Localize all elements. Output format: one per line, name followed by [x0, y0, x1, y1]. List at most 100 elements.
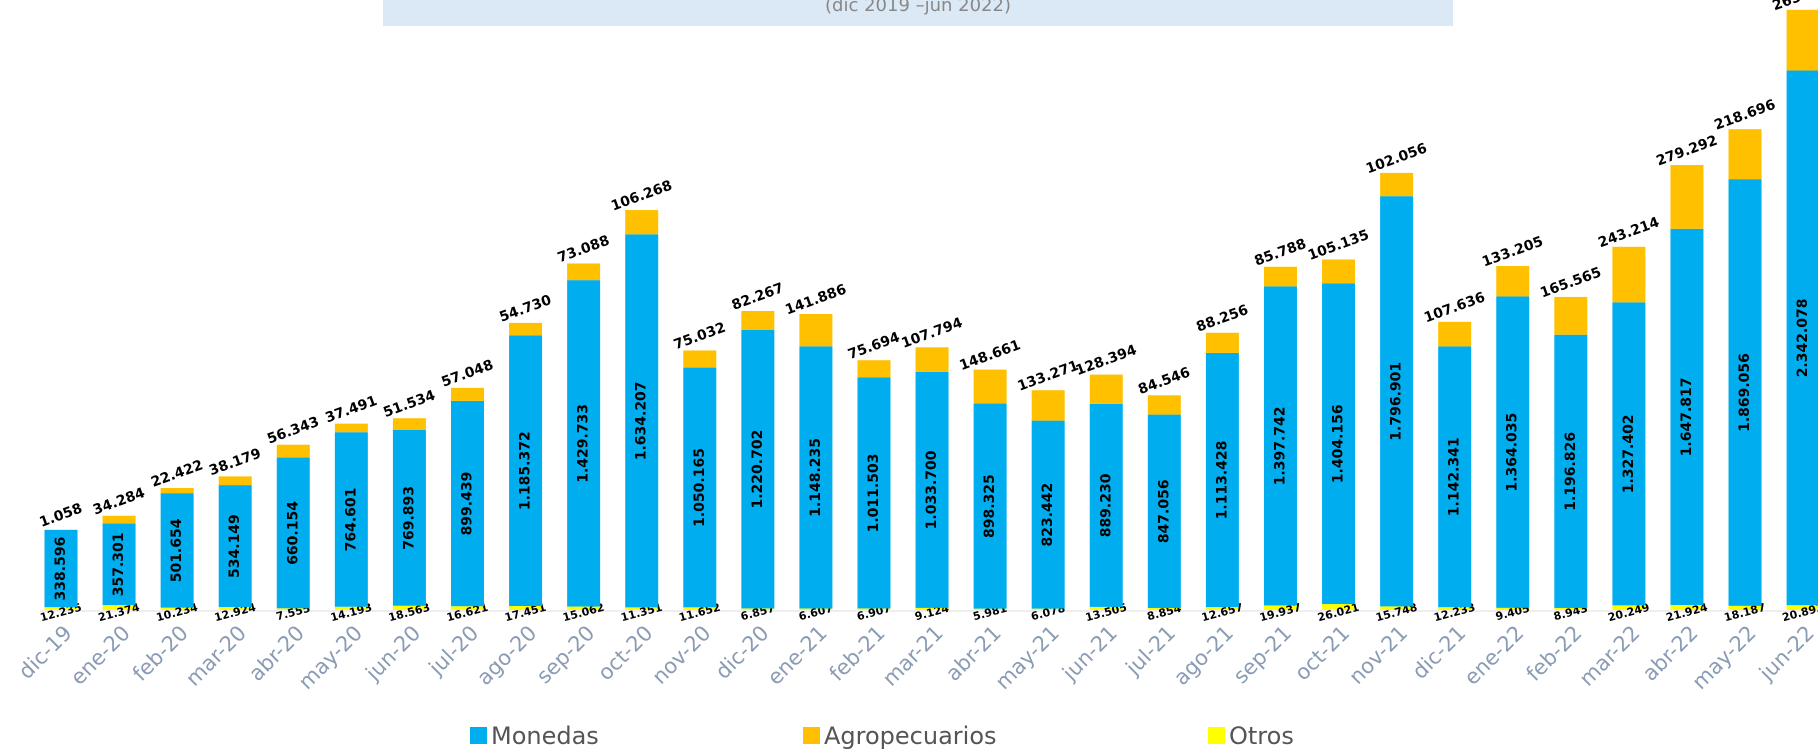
- data-label: 1.058: [37, 501, 84, 531]
- data-label: 1.011.503: [866, 454, 882, 533]
- data-label: 338.596: [53, 537, 69, 601]
- bar-segment: [334, 606, 368, 610]
- bar-segment: [915, 347, 949, 372]
- x-tick-label: ago-20: [472, 621, 541, 690]
- data-label: 148.661: [957, 337, 1022, 374]
- bar-segment: [1438, 607, 1472, 610]
- bar-segment: [1786, 9, 1818, 71]
- data-label: 54.730: [497, 292, 553, 326]
- bar-segment: [1612, 302, 1646, 606]
- bar-segment: [973, 369, 1007, 404]
- bar-segment: [1031, 390, 1065, 421]
- bar-segment: [276, 608, 310, 610]
- legend-label: Agropecuarios: [824, 722, 997, 750]
- bar-segment: [1031, 420, 1065, 609]
- data-label: 75.694: [846, 329, 902, 363]
- bar-segment: [915, 607, 949, 610]
- data-label: 899.439: [459, 472, 475, 536]
- bar-segment: [102, 605, 136, 610]
- bar-segment: [741, 329, 775, 609]
- data-label: 1.429.733: [576, 404, 592, 483]
- data-label: 1.404.156: [1331, 404, 1347, 483]
- data-label: 889.230: [1098, 473, 1114, 537]
- bar-segment: [1728, 179, 1762, 606]
- bar-segment: [160, 607, 194, 610]
- bar-segment: [1380, 196, 1414, 607]
- data-label: 1.869.056: [1737, 353, 1753, 432]
- bar-segment: [392, 418, 426, 430]
- bar-segment: [1496, 607, 1530, 610]
- data-label: 1.327.402: [1621, 414, 1637, 493]
- data-label: 764.601: [343, 488, 359, 552]
- bar-segment: [1089, 403, 1123, 607]
- x-tick-label: jun-22: [1754, 621, 1818, 686]
- data-label: 85.788: [1252, 236, 1308, 270]
- bar-segment: [392, 605, 426, 610]
- bar-segment: [683, 350, 717, 368]
- bar-segment: [1205, 352, 1239, 608]
- bar-segment: [1670, 165, 1704, 229]
- bar-segment: [1786, 605, 1818, 610]
- bar-segment: [625, 607, 659, 610]
- legend-label: Monedas: [491, 722, 599, 750]
- data-label: 357.301: [111, 532, 127, 596]
- data-label: 141.886: [783, 282, 848, 319]
- bar-segment: [1089, 606, 1123, 610]
- bar-segment: [1728, 605, 1762, 610]
- bar-segment: [1554, 334, 1588, 608]
- data-label: 501.654: [169, 518, 185, 582]
- bar-segment: [799, 346, 833, 609]
- data-label: 1.364.035: [1505, 413, 1521, 492]
- bar-segment: [450, 387, 484, 401]
- bar-segment: [973, 403, 1007, 609]
- data-label: 128.394: [1074, 342, 1140, 379]
- data-label: 218.696: [1712, 97, 1777, 134]
- data-label: 1.796.901: [1389, 362, 1405, 441]
- bar-segment: [1322, 283, 1356, 605]
- bar-segment: [857, 360, 891, 378]
- data-label: 1.220.702: [750, 430, 766, 509]
- bar-segment: [1263, 286, 1297, 606]
- legend-swatch: [1208, 727, 1225, 744]
- legend-label: Otros: [1229, 722, 1294, 750]
- x-tick-label: ene-21: [763, 621, 832, 690]
- bar-segment: [1031, 608, 1065, 610]
- x-tick-label: may-20: [294, 621, 367, 694]
- x-tick-label: nov-20: [647, 621, 715, 689]
- bar-segment: [1263, 266, 1297, 287]
- bar-segment: [567, 280, 601, 607]
- data-label: 243.214: [1596, 214, 1662, 251]
- x-tick-label: oct-21: [1290, 621, 1354, 685]
- x-tick-label: nov-21: [1344, 621, 1412, 689]
- data-label: 165.565: [1538, 264, 1603, 301]
- bar-segment: [1438, 321, 1472, 347]
- data-label: 34.284: [91, 485, 147, 519]
- legend-swatch: [803, 727, 820, 744]
- bar-segment: [1554, 607, 1588, 610]
- legend-swatch: [470, 727, 487, 744]
- x-tick-label: ene-20: [66, 621, 135, 690]
- data-label: 107.794: [899, 315, 965, 352]
- bar-segment: [799, 313, 833, 347]
- bar-segment: [392, 429, 426, 606]
- bar-segment: [1786, 70, 1818, 606]
- data-label: 898.325: [982, 474, 998, 538]
- data-label: 75.032: [672, 320, 728, 354]
- bar-segment: [1554, 296, 1588, 335]
- bar-segment: [683, 367, 717, 608]
- x-tick-label: oct-20: [593, 621, 657, 685]
- subtitle-box: [383, 0, 1453, 26]
- data-label: 22.422: [149, 457, 205, 491]
- data-label: 823.442: [1040, 483, 1056, 547]
- bar-segment: [44, 529, 78, 608]
- bar-segment: [450, 606, 484, 610]
- bar-segment: [857, 608, 891, 610]
- bar-segment: [1728, 129, 1762, 180]
- data-label: 1.196.826: [1563, 432, 1579, 511]
- bar-segment: [1496, 296, 1530, 608]
- data-label: 38.179: [207, 446, 263, 480]
- bar-segment: [44, 607, 78, 610]
- bar-segment: [567, 606, 601, 610]
- bar-segment: [218, 607, 252, 610]
